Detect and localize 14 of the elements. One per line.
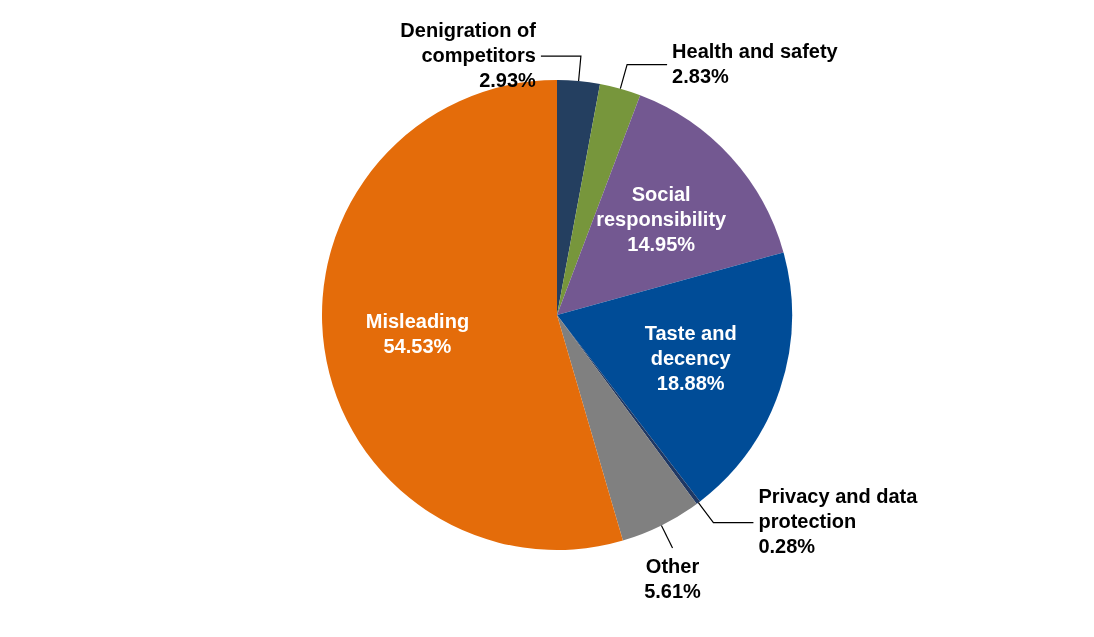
slice-label: Misleading: [365, 309, 470, 332]
slice-label: Taste and decency: [644, 322, 737, 370]
slice-label: Privacy and data protection: [758, 485, 919, 533]
data-label: 5.61%: [644, 580, 702, 603]
slice-label: Other: [645, 555, 700, 578]
data-label: 18.88%: [656, 372, 725, 395]
data-label: 2.83%: [672, 64, 730, 87]
data-label: 54.53%: [383, 334, 452, 357]
data-label: 0.28%: [758, 535, 816, 558]
slice-label: Denigration of competitors: [400, 18, 537, 66]
slice-label: Social responsibility: [596, 182, 728, 230]
data-label: 2.93%: [479, 68, 537, 91]
slice-label: Health and safety: [672, 39, 839, 62]
data-label: 14.95%: [627, 232, 696, 255]
